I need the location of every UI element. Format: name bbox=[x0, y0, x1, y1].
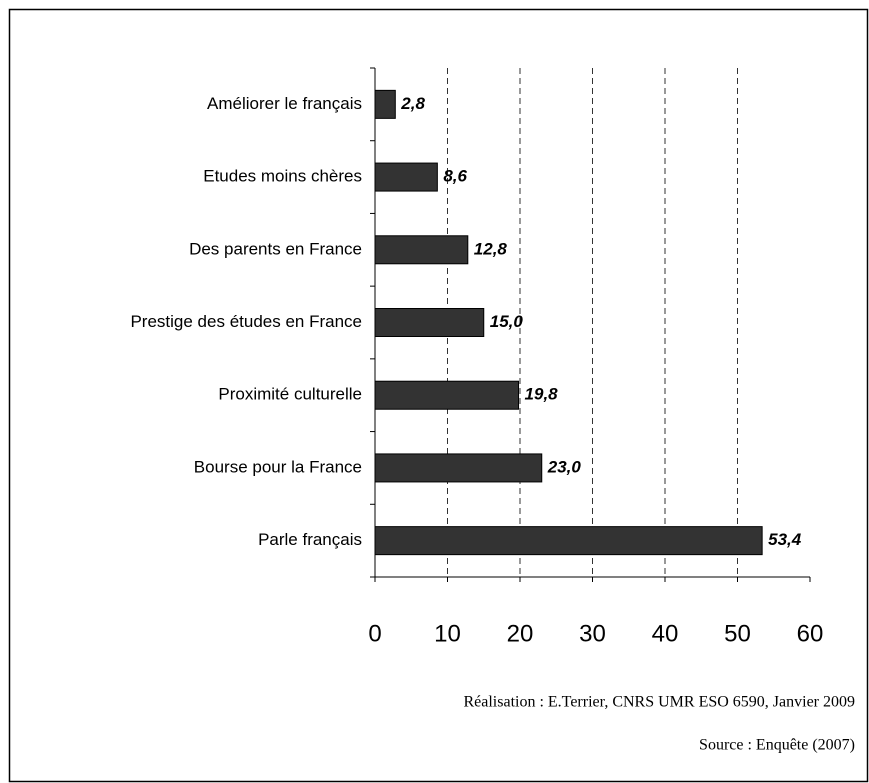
y-tick-label: Etudes moins chères bbox=[203, 167, 362, 186]
frame bbox=[8, 8, 869, 783]
bar bbox=[374, 162, 438, 192]
value-label: 15,0 bbox=[490, 312, 524, 331]
source: Source : Enquête (2007) bbox=[699, 737, 855, 754]
y-tick-label: Prestige des études en France bbox=[130, 312, 362, 331]
bar bbox=[374, 89, 396, 119]
bar bbox=[374, 453, 543, 483]
value-label: 8,6 bbox=[443, 167, 467, 186]
value-label: 12,8 bbox=[474, 239, 508, 258]
bar bbox=[374, 235, 469, 265]
x-tick-label: 10 bbox=[434, 620, 461, 647]
value-label: 2,8 bbox=[400, 94, 425, 113]
y-tick-label: Parle français bbox=[258, 530, 362, 549]
value-label: 19,8 bbox=[525, 385, 559, 404]
credit: Réalisation : E.Terrier, CNRS UMR ESO 65… bbox=[463, 694, 855, 711]
y-tick-label: Bourse pour la France bbox=[194, 457, 362, 476]
value-label: 23,0 bbox=[547, 457, 582, 476]
x-tick-label: 30 bbox=[579, 620, 606, 647]
x-tick-label: 20 bbox=[507, 620, 534, 647]
x-tick-label: 60 bbox=[797, 620, 824, 647]
x-tick-label: 50 bbox=[724, 620, 751, 647]
x-tick-label: 0 bbox=[368, 620, 381, 647]
bar bbox=[374, 526, 763, 556]
y-tick-label: Des parents en France bbox=[189, 239, 362, 258]
x-tick-label: 40 bbox=[652, 620, 679, 647]
bar bbox=[374, 380, 520, 410]
value-label: 53,4 bbox=[768, 530, 802, 549]
y-tick-label: Proximité culturelle bbox=[218, 385, 362, 404]
y-tick-label: Améliorer le français bbox=[207, 94, 362, 113]
bar bbox=[374, 308, 485, 337]
